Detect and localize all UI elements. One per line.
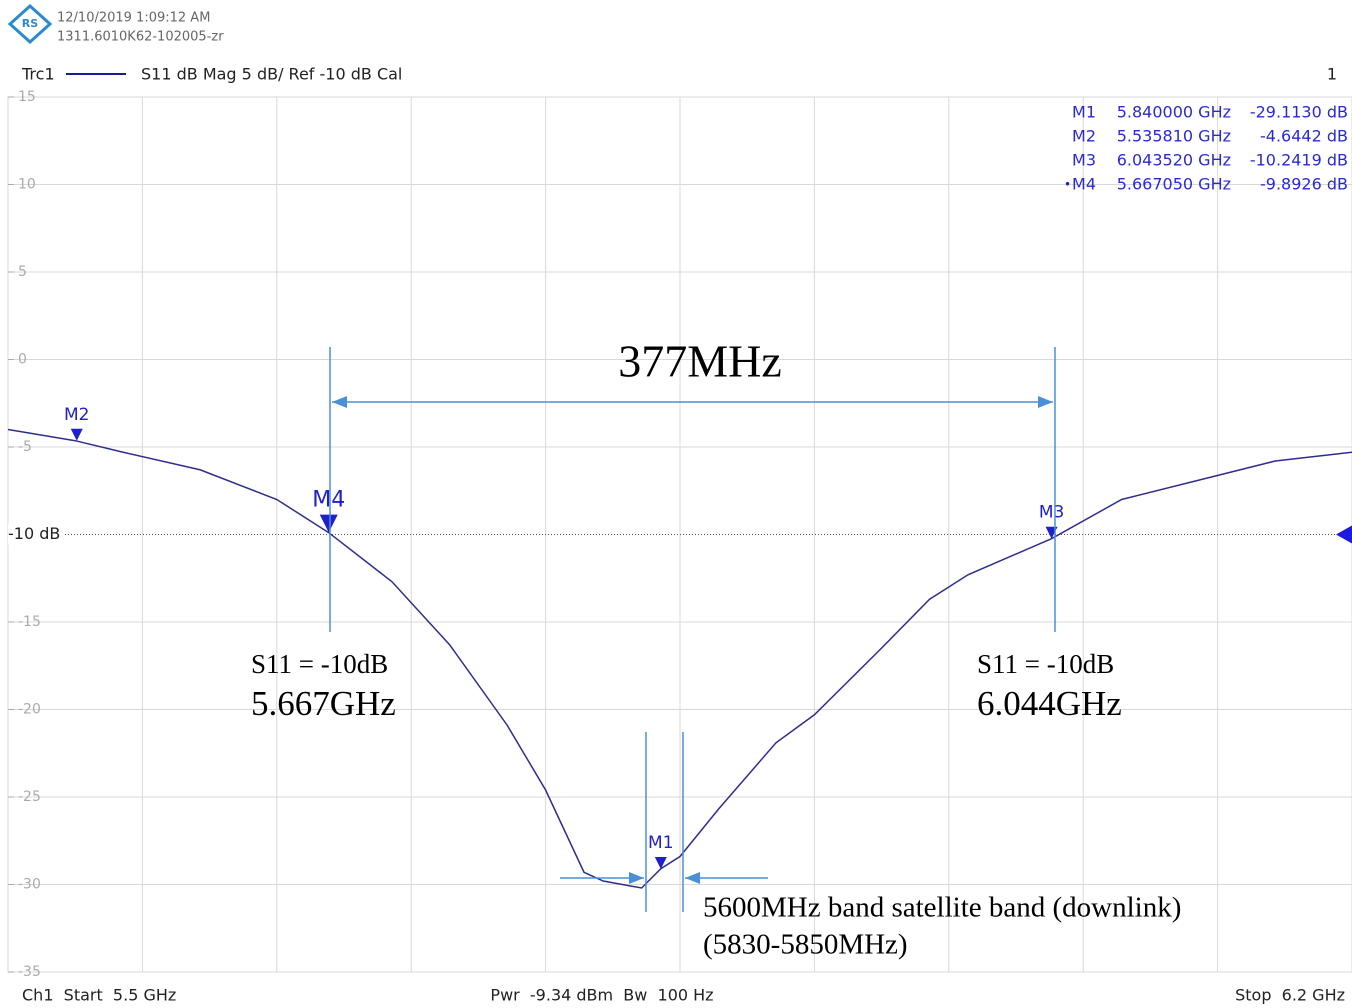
marker-table-name: M3 <box>1072 151 1096 170</box>
marker-table-freq: 5.840000 GHz <box>1117 103 1231 122</box>
power-label: Pwr -9.34 dBm Bw 100 Hz <box>490 986 713 1005</box>
right-freq-label: 6.044GHz <box>977 684 1122 723</box>
reference-label: -10 dB <box>8 524 60 543</box>
y-tick-label: -35 <box>18 964 41 980</box>
marker-table-freq: 5.535810 GHz <box>1117 127 1231 146</box>
marker-table-value: -10.2419 dB <box>1250 151 1348 170</box>
reference-arrow <box>1336 525 1352 544</box>
marker <box>654 856 667 869</box>
trace-name: Trc1 <box>21 65 55 84</box>
marker <box>70 428 83 441</box>
y-tick-label: 0 <box>18 352 27 368</box>
device-id: 1311.6010K62-102005-zr <box>57 30 224 45</box>
marker-table-freq: 5.667050 GHz <box>1117 175 1231 194</box>
band-range-label: (5830-5850MHz) <box>703 929 908 961</box>
marker-table-name: M4 <box>1072 175 1096 194</box>
plot: 15 10 5 0 -5 -10 dB -15 -20 -25 -30 -35 M1 M1 5.84000… <box>7 89 1352 980</box>
marker-table-value: -4.6442 dB <box>1260 127 1348 146</box>
stop-label: Stop 6.2 GHz <box>1235 986 1345 1005</box>
band-label: 5600MHz band satellite band (downlink) <box>703 892 1181 924</box>
trace-settings: S11 dB Mag 5 dB/ Ref -10 dB Cal <box>141 65 402 84</box>
y-tick-label: 5 <box>18 264 27 280</box>
y-tick-label: -25 <box>18 789 41 805</box>
y-tick-label: 15 <box>18 89 36 105</box>
svg-text:RS: RS <box>22 17 38 30</box>
left-s11-label: S11 = -10dB <box>251 649 388 679</box>
trace-line <box>7 428 1352 889</box>
active-dot: • <box>1064 178 1071 192</box>
marker-label: M4 <box>312 488 345 513</box>
y-tick-label: 10 <box>18 177 36 193</box>
timestamp: 12/10/2019 1:09:12 AM <box>57 11 210 26</box>
start-label: Ch1 Start 5.5 GHz <box>22 986 176 1005</box>
window-number: 1 <box>1327 65 1337 84</box>
right-s11-label: S11 = -10dB <box>977 649 1114 679</box>
marker-label: M1 <box>648 833 673 853</box>
left-freq-label: 5.667GHz <box>251 684 396 723</box>
marker-table-name: M2 <box>1072 127 1096 146</box>
marker-label: M2 <box>64 405 89 425</box>
marker-table-name: M1 <box>1072 103 1096 122</box>
y-tick-label: -5 <box>18 439 32 455</box>
annotations: 377MHz S11 = -10dB 5.667GHz S11 = -10dB … <box>251 336 1181 961</box>
marker <box>319 514 338 533</box>
marker-table-freq: 6.043520 GHz <box>1117 151 1231 170</box>
bandwidth-label: 377MHz <box>618 336 782 387</box>
marker-label: M3 <box>1039 503 1064 523</box>
y-tick-label: -15 <box>18 614 41 630</box>
reference-label-bg <box>8 524 64 545</box>
marker-table-value: -9.8926 dB <box>1260 175 1348 194</box>
marker-table-value: -29.1130 dB <box>1250 103 1348 122</box>
logo: RS <box>7 3 53 45</box>
y-tick-label: -20 <box>18 702 41 718</box>
y-tick-label: -30 <box>18 877 41 893</box>
